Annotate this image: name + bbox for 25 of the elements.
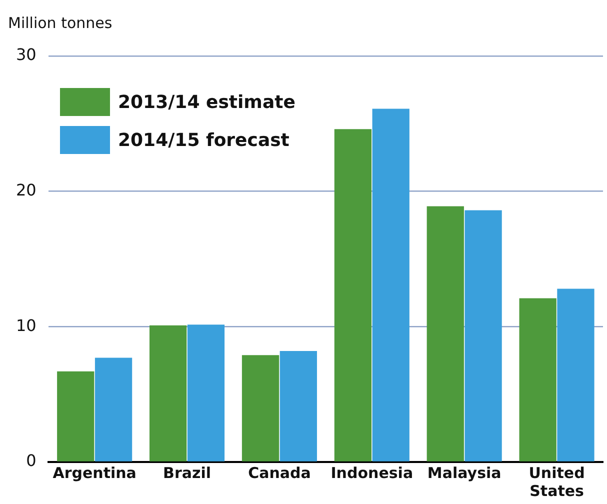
bar bbox=[150, 325, 187, 462]
y-tick-label: 20 bbox=[16, 180, 36, 200]
bar bbox=[519, 298, 556, 462]
x-tick-label: United States bbox=[528, 464, 585, 500]
bar bbox=[372, 108, 410, 462]
bar bbox=[334, 129, 372, 462]
legend-label: 2014/15 forecast bbox=[118, 130, 290, 150]
bar bbox=[557, 288, 594, 462]
x-tick-label: Indonesia bbox=[330, 464, 414, 482]
y-tick-label: 10 bbox=[16, 316, 36, 335]
x-tick-label: Canada bbox=[248, 464, 311, 482]
bar bbox=[187, 324, 225, 462]
bar bbox=[280, 351, 317, 462]
bar bbox=[242, 355, 280, 462]
x-tick-label: Brazil bbox=[163, 464, 212, 482]
y-tick-label: 0 bbox=[26, 451, 36, 470]
x-tick-label: Malaysia bbox=[427, 464, 502, 482]
bar bbox=[94, 358, 132, 462]
bar bbox=[57, 371, 94, 462]
y-axis-title: Million tonnes bbox=[8, 14, 112, 32]
bar bbox=[426, 206, 464, 462]
y-tick-label: 30 bbox=[16, 45, 36, 64]
bar bbox=[464, 210, 502, 462]
legend-label: 2013/14 estimate bbox=[118, 92, 296, 112]
x-tick-label: Argentina bbox=[52, 464, 136, 482]
